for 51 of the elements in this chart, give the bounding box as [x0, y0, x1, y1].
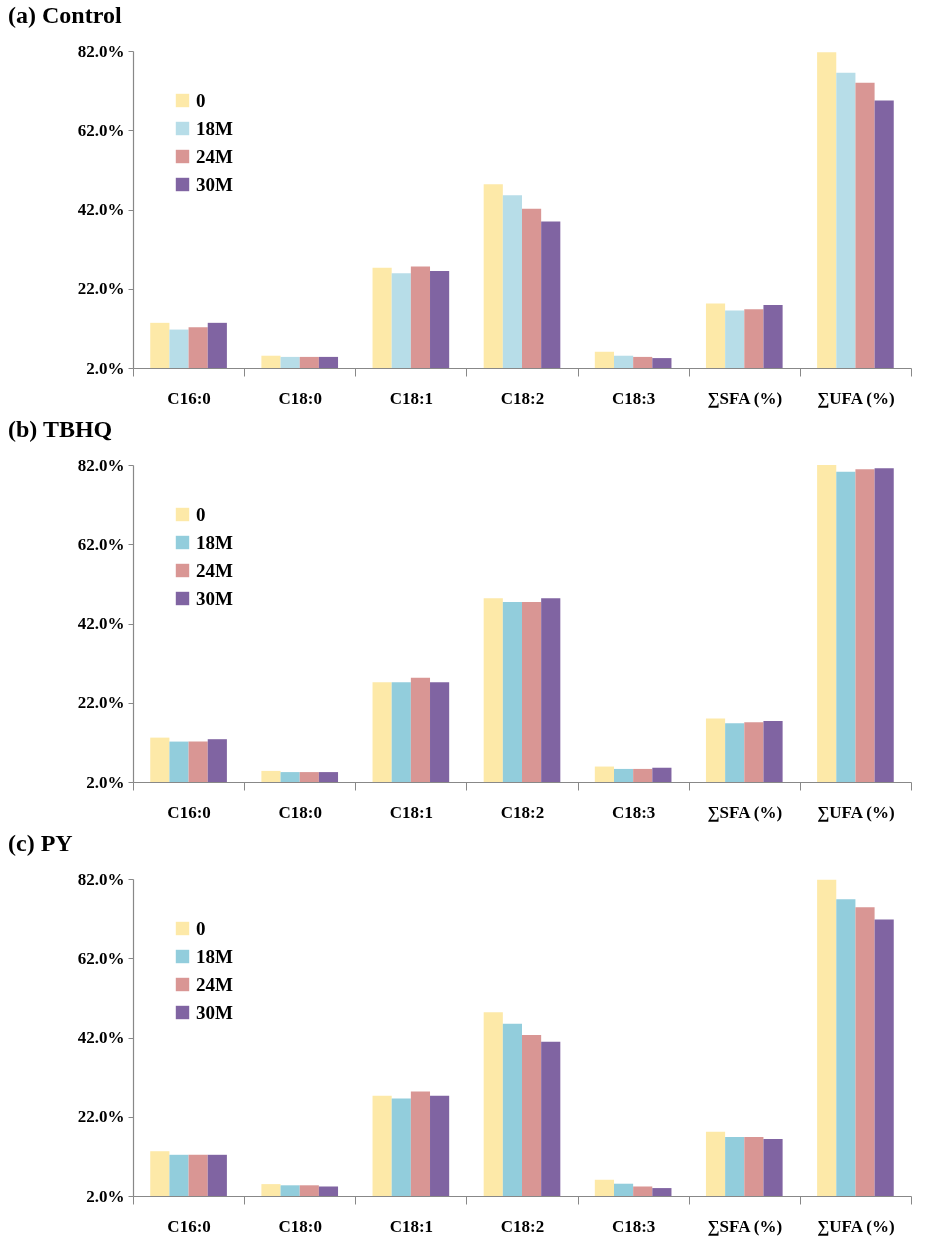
x-tick-label: ∑SFA (%) [707, 388, 783, 408]
y-tick-label: 42.0% [77, 614, 125, 633]
x-tick-label: C16:0 [167, 802, 211, 822]
y-tick-label: 42.0% [77, 200, 125, 219]
x-tick-label: ∑UFA (%) [817, 1216, 895, 1236]
y-tick-label: 82.0% [77, 869, 125, 889]
legend-label: 24M [196, 145, 233, 167]
y-tick-label: 22.0% [77, 279, 125, 299]
legend-label: 0 [196, 503, 206, 525]
y-tick-label: 42.0% [77, 1028, 125, 1047]
y-tick-label: 82.0% [77, 455, 125, 475]
x-tick-label: C18:0 [278, 802, 322, 822]
chart-title: (b) TBHQ [8, 416, 113, 442]
x-tick-label: C18:0 [278, 388, 322, 408]
chart-title: (c) PY [8, 830, 73, 856]
x-tick-label: ∑SFA (%) [707, 802, 783, 822]
x-tick-label: C18:1 [389, 388, 434, 408]
y-tick-label: 2.0% [86, 358, 125, 378]
legend-label: 18M [196, 531, 233, 553]
y-tick-label: 2.0% [86, 772, 125, 792]
legend-label: 18M [196, 117, 233, 139]
chart-title: (a) Control [8, 2, 122, 28]
legend-label: 24M [196, 559, 233, 581]
x-tick-label: C18:2 [500, 1216, 545, 1236]
x-tick-label: C18:1 [389, 802, 434, 822]
x-tick-label: ∑UFA (%) [817, 802, 895, 822]
x-tick-label: ∑SFA (%) [707, 1216, 783, 1236]
x-tick-label: C16:0 [167, 388, 211, 408]
x-tick-label: C18:3 [611, 802, 656, 822]
x-tick-label: C18:0 [278, 1216, 322, 1236]
legend-label: 30M [196, 173, 233, 195]
y-tick-label: 22.0% [77, 693, 125, 713]
x-tick-label: C18:2 [500, 388, 545, 408]
y-tick-label: 62.0% [77, 120, 125, 140]
y-tick-label: 62.0% [77, 534, 125, 554]
legend-label: 18M [196, 945, 233, 967]
legend-label: 30M [196, 587, 233, 609]
x-tick-label: C18:3 [611, 388, 656, 408]
legend-label: 0 [196, 89, 206, 111]
legend-label: 30M [196, 1001, 233, 1023]
x-tick-label: C18:3 [611, 1216, 656, 1236]
x-tick-label: C18:1 [389, 1216, 434, 1236]
y-tick-label: 2.0% [86, 1186, 125, 1206]
y-tick-label: 62.0% [77, 948, 125, 968]
x-tick-label: ∑UFA (%) [817, 388, 895, 408]
y-tick-label: 82.0% [77, 41, 125, 61]
legend-label: 0 [196, 917, 206, 939]
x-tick-label: C18:2 [500, 802, 545, 822]
legend-label: 24M [196, 973, 233, 995]
x-tick-label: C16:0 [167, 1216, 211, 1236]
y-tick-label: 22.0% [77, 1107, 125, 1127]
